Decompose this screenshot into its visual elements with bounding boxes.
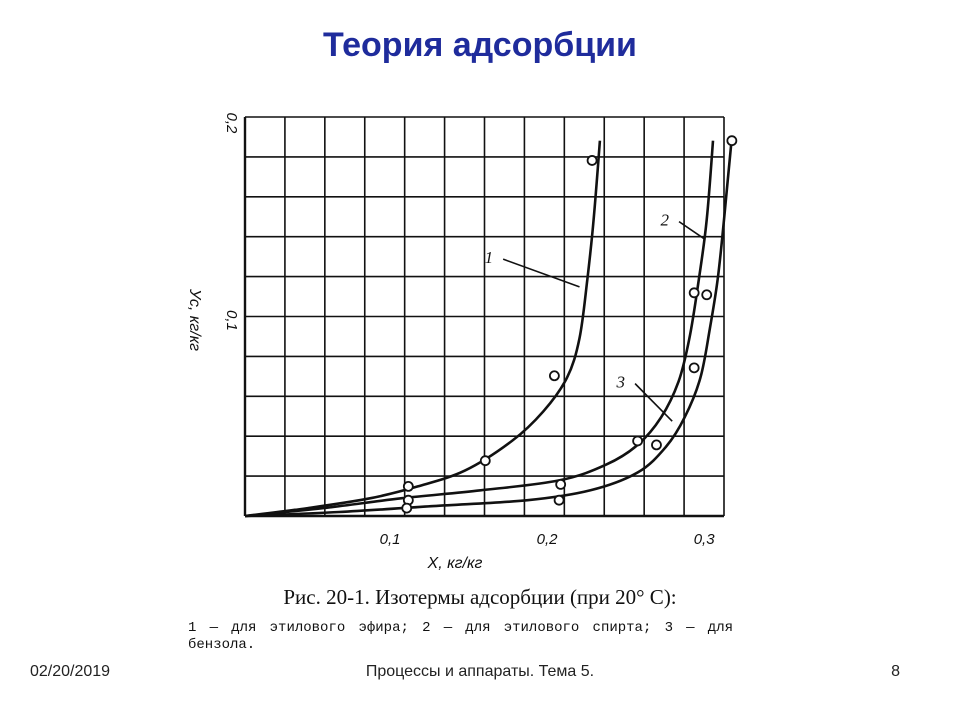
y-tick-label: 0,2 — [223, 113, 240, 135]
chart-curves — [244, 136, 734, 518]
y-axis-title: Ус, кг/кг — [186, 288, 203, 351]
footer-page-number: 8 — [891, 663, 900, 680]
series-2-point — [632, 435, 644, 447]
footer-title: Процессы и аппараты. Тема 5. — [365, 663, 595, 680]
x-tick-label: 0,1 — [380, 531, 401, 548]
curve-label-2: 2 — [661, 211, 670, 230]
series-3-point — [651, 439, 662, 451]
series-3-point — [401, 502, 413, 514]
series-3-point — [688, 362, 700, 374]
series-1-point — [402, 480, 414, 492]
footer-date: 02/20/2019 — [30, 663, 111, 680]
chart-grid — [243, 116, 725, 518]
annotation-pointer — [678, 220, 706, 241]
series-2-point — [555, 478, 567, 490]
series-1-point — [586, 155, 598, 166]
chart-data-points — [401, 135, 738, 514]
curve-label-1: 1 — [485, 248, 494, 267]
series-2-line — [244, 140, 715, 518]
figure-caption: Рис. 20-1. Изотермы адсорбции (при 20° C… — [283, 585, 677, 609]
series-3-point — [553, 494, 565, 506]
series-1-point — [548, 370, 560, 382]
x-axis-title: X, кг/кг — [427, 555, 483, 572]
figure-legend-note: 1 — для этилового эфира; 2 — для этилово… — [188, 620, 742, 653]
slide-title: Теория адсорбции — [323, 26, 637, 64]
series-3-point — [726, 135, 738, 147]
series-1-line — [244, 140, 602, 518]
curve-label-3: 3 — [616, 373, 626, 392]
series-3-line — [244, 136, 734, 518]
chart-labels: 1 2 3 0,1 0,2 0,3 0,1 0,2 X, кг/кг Ус, кг/кг — [186, 113, 715, 572]
series-2-point — [688, 287, 700, 299]
series-1-point — [479, 455, 491, 467]
annotation-pointer — [634, 383, 673, 422]
x-tick-label: 0,2 — [537, 531, 559, 548]
series-3-point — [701, 289, 713, 301]
annotation-pointer — [502, 258, 580, 288]
y-tick-label: 0,1 — [223, 310, 240, 331]
x-tick-label: 0,3 — [694, 531, 716, 548]
chart-annotation-pointers — [502, 220, 706, 422]
